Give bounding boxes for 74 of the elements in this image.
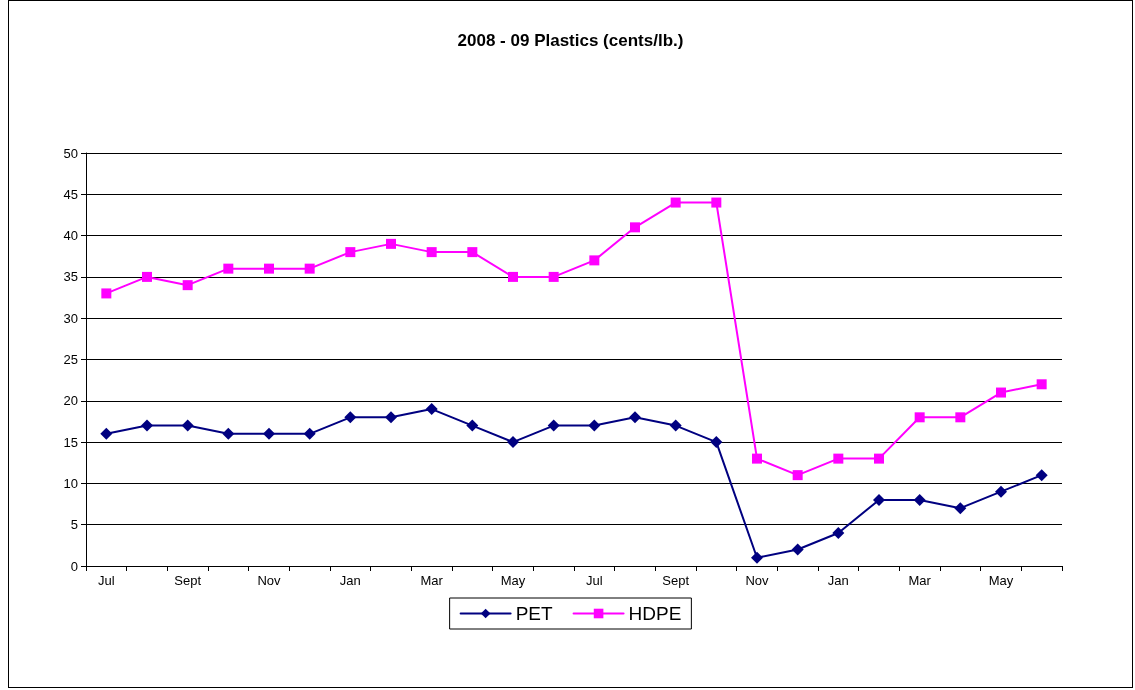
- point: [425, 403, 438, 416]
- x-tick-label: Mar: [908, 573, 932, 588]
- point: [467, 247, 478, 258]
- point: [710, 436, 723, 449]
- point: [629, 411, 641, 424]
- y-tick-label: 25: [63, 352, 78, 367]
- x-tick-label: Jan: [827, 573, 849, 588]
- point: [630, 222, 640, 233]
- point: [711, 197, 722, 208]
- point: [589, 255, 600, 266]
- point: [222, 427, 235, 440]
- point: [792, 470, 803, 481]
- point: [264, 263, 274, 274]
- point: [223, 263, 234, 274]
- y-tick-label: 5: [70, 517, 78, 533]
- point: [995, 485, 1007, 498]
- point: [385, 411, 397, 424]
- y-tick-label: 45: [63, 186, 78, 202]
- y-tick-label: 50: [63, 145, 78, 161]
- point: [954, 502, 967, 515]
- point: [588, 419, 601, 432]
- y-tick-label: 0: [70, 558, 78, 574]
- point: [873, 493, 885, 506]
- x-tick-label: May: [988, 573, 1014, 588]
- point: [752, 453, 762, 464]
- point: [833, 453, 844, 464]
- legend-label: PET: [515, 603, 553, 624]
- x-tick-label: Jul: [98, 573, 115, 588]
- x-tick-label: Jan: [339, 573, 361, 588]
- legend-label: HDPE: [628, 603, 682, 624]
- point: [345, 247, 356, 258]
- point: [832, 526, 845, 539]
- point: [1036, 379, 1047, 390]
- point: [182, 280, 193, 291]
- x-tick-label: Jul: [586, 573, 603, 588]
- x-tick-label: Sept: [662, 573, 690, 588]
- point: [996, 387, 1006, 398]
- point: [914, 412, 925, 423]
- y-tick-label: 10: [63, 475, 78, 491]
- point: [548, 271, 559, 282]
- x-tick-label: May: [500, 573, 526, 588]
- point: [670, 197, 681, 208]
- point: [1035, 469, 1048, 482]
- y-tick-label: 15: [63, 434, 78, 450]
- point: [466, 419, 479, 432]
- point: [751, 551, 763, 564]
- chart-title: 2008 - 09 Plastics (cents/lb.): [457, 31, 684, 50]
- point: [142, 271, 152, 282]
- y-tick-label: 20: [63, 393, 78, 409]
- point: [303, 427, 316, 440]
- point: [263, 427, 275, 440]
- point: [507, 436, 519, 449]
- point: [874, 453, 884, 464]
- y-tick-label: 30: [63, 310, 78, 326]
- point: [386, 238, 396, 249]
- point: [344, 411, 357, 424]
- point: [141, 419, 153, 432]
- point: [426, 247, 437, 258]
- y-tick-label: 35: [63, 269, 78, 285]
- x-tick-label: Nov: [745, 573, 770, 588]
- x-tick-label: Mar: [420, 573, 444, 588]
- x-tick-label: Sept: [174, 573, 202, 588]
- point: [955, 412, 966, 423]
- point: [100, 427, 113, 440]
- point: [101, 288, 112, 299]
- x-tick-label: Nov: [257, 573, 282, 588]
- point: [669, 419, 682, 432]
- point: [547, 419, 560, 432]
- point: [791, 543, 804, 556]
- point: [508, 271, 518, 282]
- point: [913, 493, 926, 506]
- point: [181, 419, 194, 432]
- point: [304, 263, 315, 274]
- y-tick-label: 40: [63, 228, 78, 244]
